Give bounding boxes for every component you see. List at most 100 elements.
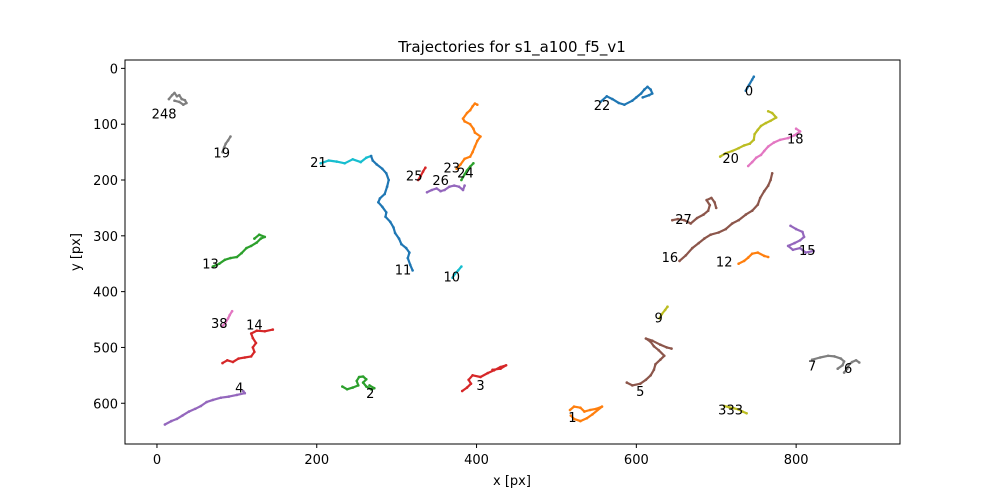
- trajectory-point: [240, 251, 243, 255]
- trajectory-point: [747, 83, 751, 87]
- trajectory-point: [263, 330, 267, 333]
- trajectory-point: [182, 103, 185, 106]
- trajectory-point: [746, 256, 750, 259]
- trajectory-point: [180, 97, 183, 101]
- trajectory-label-4: 4: [235, 382, 243, 397]
- trajectory-point: [397, 237, 401, 240]
- trajectory-point: [659, 343, 662, 347]
- trajectory-point: [254, 341, 258, 345]
- trajectory-point: [741, 410, 744, 413]
- trajectory-point: [697, 241, 700, 245]
- trajectory-10: [451, 265, 463, 279]
- trajectory-point: [463, 173, 466, 176]
- trajectory-point: [798, 246, 802, 250]
- trajectory-point: [708, 203, 712, 207]
- trajectory-point: [798, 130, 802, 133]
- trajectory-point: [473, 102, 477, 105]
- trajectory-point: [579, 419, 582, 423]
- trajectory-point: [211, 398, 215, 402]
- trajectory-point: [456, 269, 460, 272]
- trajectory-label-1: 1: [568, 411, 576, 426]
- trajectory-point: [355, 379, 359, 383]
- trajectory-point: [762, 254, 766, 258]
- trajectory-point: [724, 227, 728, 231]
- trajectory-point: [842, 371, 846, 374]
- trajectory-label-6: 6: [844, 362, 852, 377]
- trajectory-point: [365, 385, 368, 388]
- trajectory-point: [255, 329, 259, 333]
- trajectory-label-9: 9: [655, 311, 663, 326]
- trajectory-point: [670, 347, 673, 350]
- trajectory-point: [504, 364, 508, 367]
- y-tick-label: 100: [93, 118, 118, 133]
- trajectory-point: [617, 101, 621, 105]
- trajectory-point: [476, 103, 479, 106]
- trajectory-point: [753, 132, 756, 136]
- trajectory-point: [408, 251, 411, 254]
- trajectory-point: [229, 135, 232, 138]
- trajectory-point: [371, 159, 375, 162]
- trajectory-label-16: 16: [662, 251, 679, 266]
- trajectory-point: [703, 237, 706, 240]
- x-tick-label: 800: [784, 453, 809, 468]
- trajectory-point: [641, 96, 644, 99]
- trajectory-point: [732, 407, 736, 410]
- trajectory-point: [218, 262, 221, 266]
- trajectory-point: [748, 142, 752, 145]
- trajectory-point: [375, 163, 379, 166]
- trajectory-point: [854, 359, 858, 362]
- trajectory-point: [465, 111, 469, 115]
- trajectory-point: [473, 145, 477, 148]
- trajectory-point: [756, 128, 760, 132]
- trajectory-point: [463, 157, 466, 161]
- trajectory-point: [724, 151, 728, 155]
- trajectory-point: [351, 158, 355, 161]
- trajectory-point: [826, 354, 830, 358]
- trajectory-point: [469, 382, 473, 386]
- trajectory-point: [400, 242, 403, 246]
- trajectory-point: [222, 146, 226, 149]
- trajectory-point: [791, 248, 795, 252]
- trajectory-point: [421, 170, 425, 173]
- trajectory-point: [804, 251, 807, 254]
- trajectory-point: [373, 386, 376, 390]
- trajectory-point: [378, 197, 382, 200]
- trajectory-point: [744, 213, 748, 216]
- trajectory-point: [810, 358, 814, 362]
- trajectory-point: [271, 328, 275, 331]
- trajectory-point: [778, 138, 782, 142]
- trajectory-point: [730, 222, 734, 225]
- trajectory-point: [764, 121, 768, 125]
- trajectory-point: [473, 131, 477, 134]
- trajectory-point: [801, 230, 804, 234]
- trajectory-point: [625, 381, 629, 384]
- trajectory-point: [341, 385, 344, 388]
- trajectory-point: [750, 209, 754, 212]
- trajectory-point: [766, 145, 770, 148]
- x-tick-label: 0: [153, 453, 161, 468]
- trajectory-point: [588, 408, 592, 412]
- trajectory-point: [657, 348, 660, 352]
- trajectory-point: [847, 363, 851, 367]
- trajectory-point: [175, 95, 179, 98]
- trajectory-point: [839, 357, 843, 360]
- trajectory-point: [812, 249, 815, 253]
- trajectory-point: [786, 244, 790, 248]
- trajectory-point: [756, 251, 760, 254]
- trajectory-point: [351, 386, 355, 389]
- trajectory-point: [368, 384, 371, 387]
- trajectory-point: [794, 127, 798, 130]
- chart-title: Trajectories for s1_a100_f5_v1: [397, 38, 625, 57]
- trajectory-layer: [163, 75, 861, 426]
- trajectory-point: [793, 134, 796, 137]
- trajectory-label-38: 38: [211, 317, 228, 332]
- trajectory-point: [659, 358, 662, 362]
- y-tick-label: 500: [93, 341, 118, 356]
- trajectory-point: [850, 360, 854, 364]
- trajectory-point: [424, 166, 427, 169]
- trajectory-point: [745, 412, 748, 415]
- trajectory-point: [651, 339, 654, 343]
- trajectory-point: [175, 417, 179, 421]
